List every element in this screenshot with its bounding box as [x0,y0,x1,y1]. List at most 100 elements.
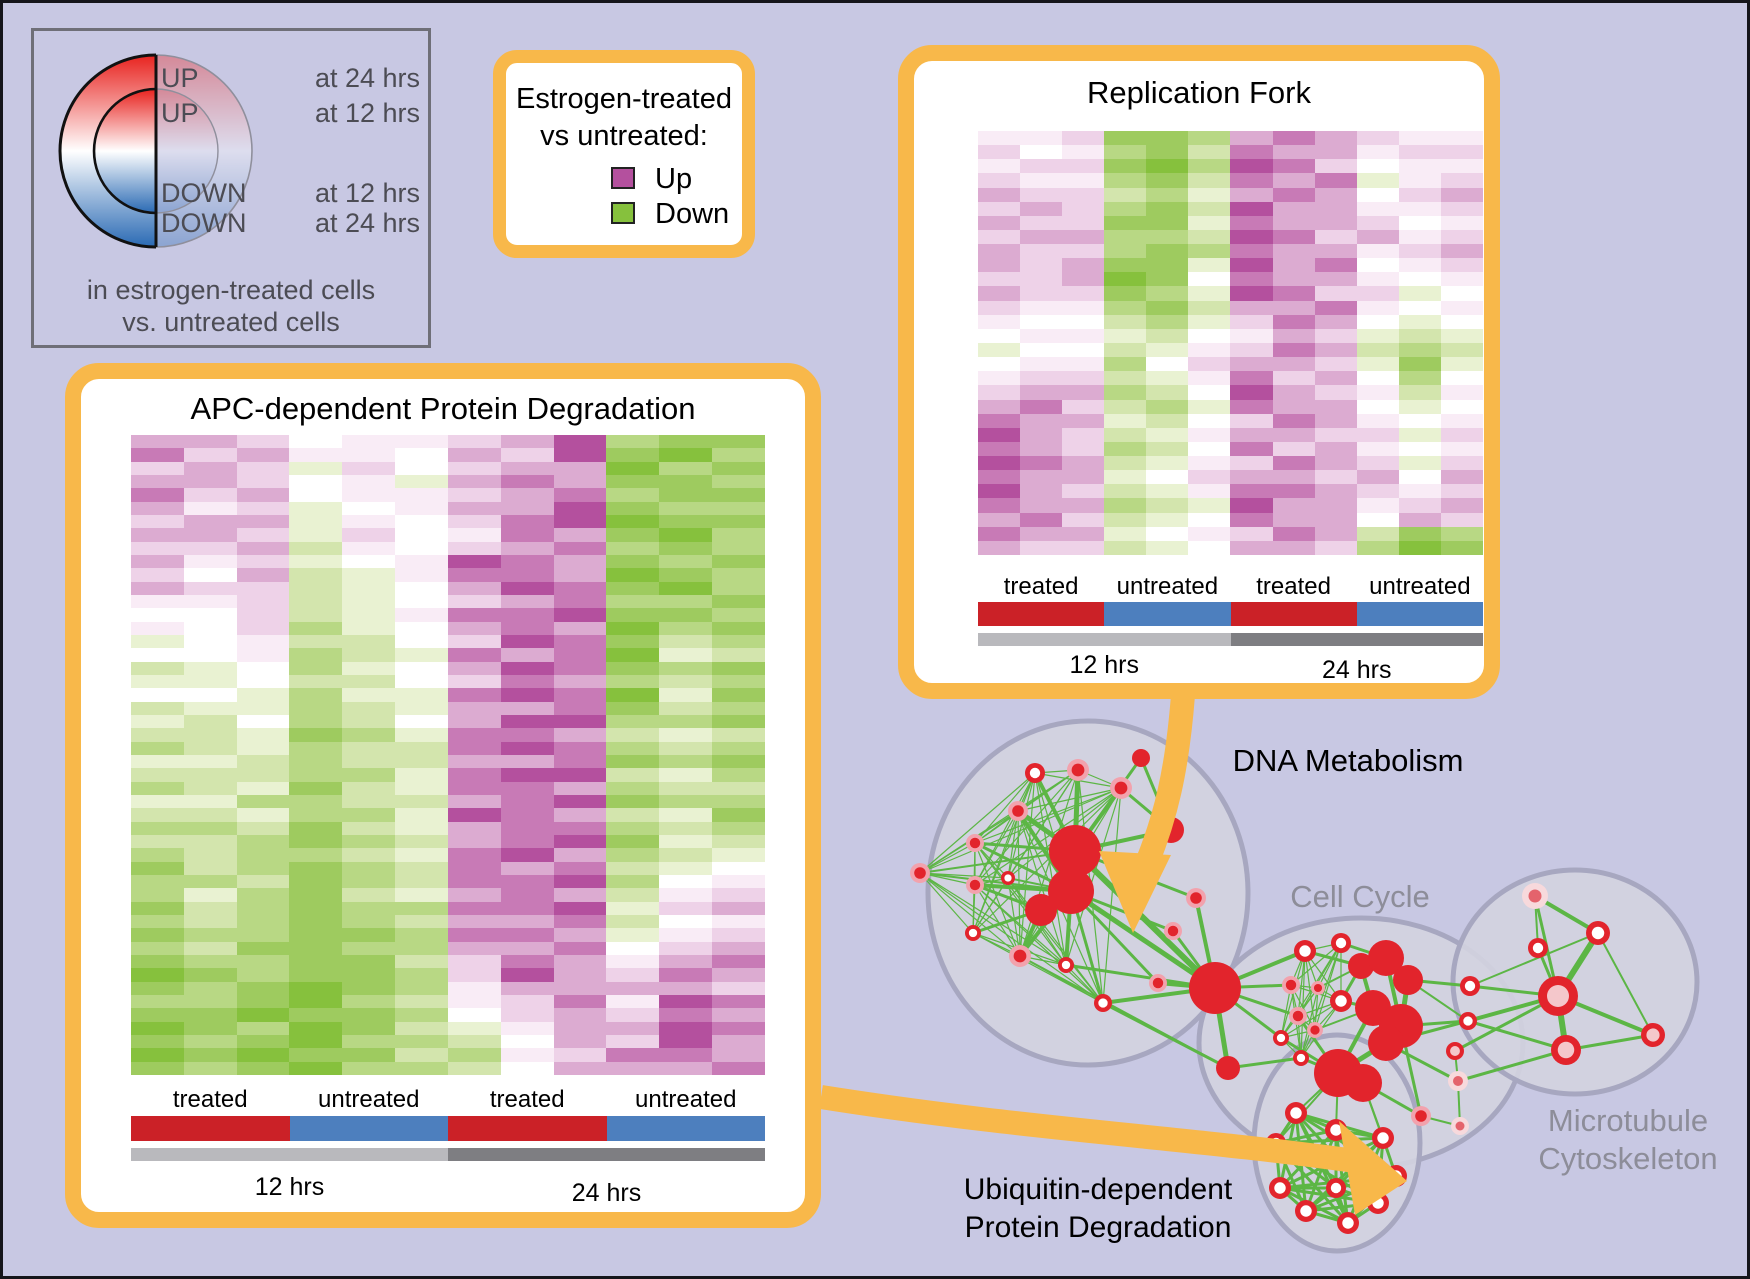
heatmap-cell [1020,441,1063,457]
heatmap-cell [553,888,607,902]
gene-set-node-core [1292,1010,1304,1022]
heatmap-cell [553,901,607,915]
heatmap-cell [1104,314,1147,329]
heatmap-cell [1440,215,1483,230]
heatmap-cell [553,754,607,769]
time-bar-12hrs [978,633,1231,646]
heatmap-cell [395,474,448,489]
heatmap-cell [1440,427,1483,442]
heatmap-cell [289,741,343,755]
heatmap-cell [395,688,448,702]
gene-set-node-core [1296,1053,1306,1063]
gene-set-node-core [969,837,981,849]
heatmap-cell [553,968,607,982]
heatmap-cell [606,741,660,755]
direction-legend-box: UP at 24 hrs UP at 12 hrs DOWN at 12 hrs… [31,28,431,348]
heatmap-cell [342,981,396,995]
network-edge [919,872,1067,966]
heatmap-cell [978,498,1021,513]
heatmap-cell [553,435,607,449]
heatmap-cell [553,834,607,849]
heatmap-cell [1272,215,1315,230]
heatmap-cell [342,568,396,582]
heatmap-cell [1314,427,1357,442]
gene-set-node-core [1464,980,1476,992]
heatmap-cell [1188,512,1231,527]
heatmap-cell [1020,215,1063,230]
heatmap-cell [289,968,343,982]
heatmap-cell [1020,300,1063,315]
heatmap-cell [1062,215,1105,230]
heatmap-cell [1146,314,1189,329]
network-edge [1314,942,1342,1031]
heatmap-cell [395,554,448,569]
heatmap-cell [183,821,237,835]
heatmap-cell [236,435,290,449]
heatmap-cell [1314,342,1357,358]
heatmap-cell [236,568,290,582]
heatmap-cell [1314,498,1357,513]
heatmap-cell [131,768,184,782]
heatmap-cell [1188,413,1231,428]
network-edge [919,872,974,934]
heatmap-cell [131,634,184,649]
heatmap-cell [712,1034,765,1049]
heatmap-cell [289,981,343,995]
heatmap-cell [1440,385,1483,400]
heatmap-cell [1230,201,1273,216]
heatmap-cell [1146,215,1189,230]
heatmap-cell [289,594,343,609]
heatmap-cell [553,634,607,649]
heatmap-cell [342,714,396,729]
heatmap-cell [289,581,343,595]
heatmap-cell [1314,484,1357,499]
heatmap-cell [342,901,396,915]
heatmap-cell [1188,498,1231,513]
heatmap-cell [1020,159,1063,174]
heatmap-cell [1188,300,1231,315]
heatmap-cell [1188,540,1231,555]
heatmap-cell [342,954,396,969]
heatmap-cell [289,994,343,1009]
heatmap-cell [978,357,1021,372]
heatmap-cell [1188,470,1231,485]
heatmap-cell [1230,385,1273,400]
heatmap-cell [1062,399,1105,414]
heatmap-cell [131,954,184,969]
heatmap-cell [1356,484,1399,499]
heatmap-cell [1188,456,1231,471]
heatmap-cell [978,456,1021,471]
heatmap-cell [1230,484,1273,499]
gene-set-node-core [1547,985,1569,1007]
heatmap-cell [342,781,396,795]
heatmap-cell [500,581,554,595]
heatmap-cell [1314,385,1357,400]
heatmap-cell [712,634,765,649]
apc-heatmap [131,435,765,1075]
heatmap-cell [1146,385,1189,400]
heatmap-cell [1230,441,1273,457]
heatmap-cell [659,954,713,969]
heatmap-cell [236,594,290,609]
heatmap-cell [1020,229,1063,245]
heatmap-cell [500,821,554,835]
heatmap-cell [500,914,554,929]
time-label: at 12 hrs [314,98,420,128]
heatmap-cell [553,474,607,489]
heatmap-cell [659,861,713,875]
heatmap-cell [236,674,290,689]
heatmap-cell [1062,357,1105,372]
heatmap-cell [500,861,554,875]
heatmap-cell [659,528,713,542]
heatmap-cell [1440,131,1483,146]
heatmap-cell [1104,286,1147,301]
heatmap-cell [183,994,237,1009]
heatmap-cell [1440,187,1483,202]
gene-set-node-core [1300,1205,1312,1217]
heatmap-cell [395,448,448,462]
heatmap-cell [1272,470,1315,485]
heatmap-cell [342,661,396,675]
network-edge [974,772,1036,886]
arrow-shaft-apc-panel-to-ubiquitin-cluster [819,1085,1357,1173]
heatmap-cell [289,568,343,582]
